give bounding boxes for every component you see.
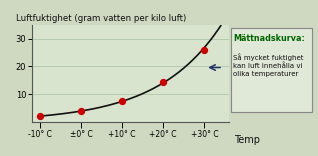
Text: Temp: Temp <box>234 135 260 145</box>
Point <box>38 115 43 117</box>
Text: Luftfuktighet (gram vatten per kilo luft): Luftfuktighet (gram vatten per kilo luft… <box>16 14 186 23</box>
Point <box>79 110 84 112</box>
Text: Mättnadskurva:: Mättnadskurva: <box>233 34 305 43</box>
Point <box>202 49 207 51</box>
Text: Så mycket fuktighet
kan luft innehålla vi
olika temperaturer: Så mycket fuktighet kan luft innehålla v… <box>233 53 304 77</box>
Point <box>161 80 166 83</box>
Point <box>120 100 125 102</box>
